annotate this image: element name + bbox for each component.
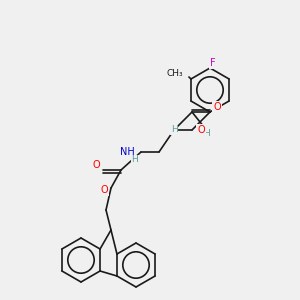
Text: H: H	[171, 125, 177, 134]
Text: H: H	[132, 155, 138, 164]
Text: CH₃: CH₃	[166, 70, 183, 79]
Text: O: O	[100, 185, 108, 195]
Text: O: O	[197, 125, 205, 135]
Text: H: H	[202, 128, 209, 137]
Text: O: O	[92, 160, 100, 170]
Text: O: O	[213, 102, 221, 112]
Text: F: F	[210, 58, 216, 68]
Text: NH: NH	[120, 147, 135, 157]
